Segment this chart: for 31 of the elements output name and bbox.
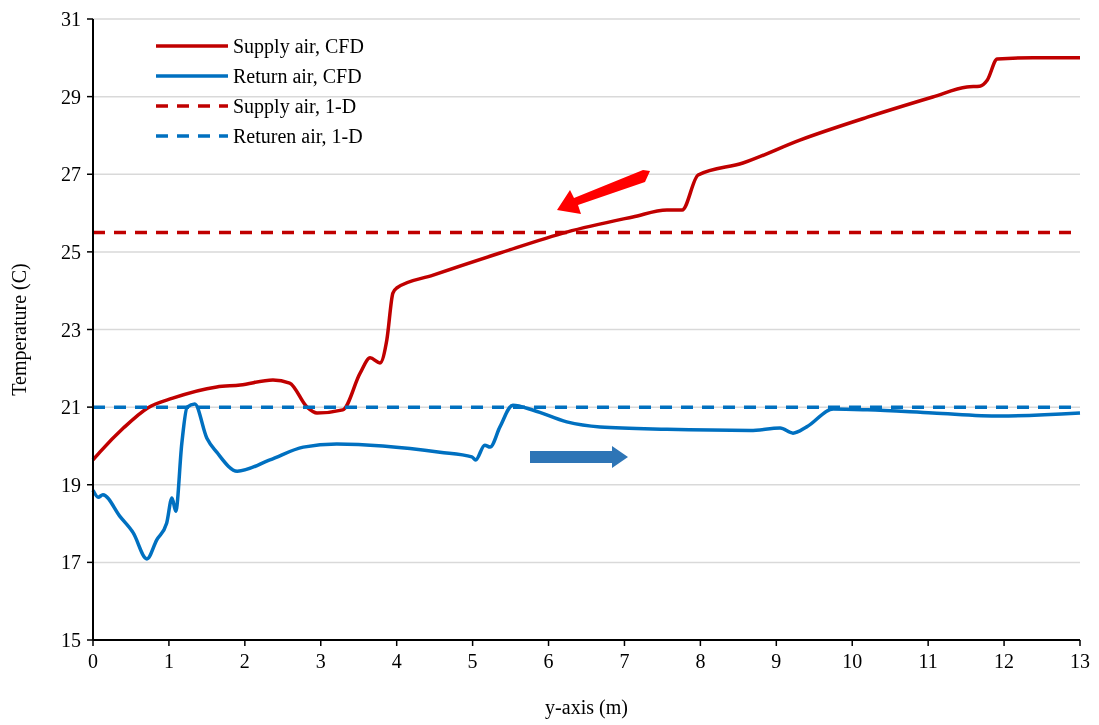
x-tick-label: 8 <box>695 650 706 672</box>
legend-label: Returen air, 1-D <box>233 125 363 147</box>
y-tick-label: 29 <box>61 85 81 108</box>
y-tick-label: 19 <box>61 473 81 496</box>
x-tick-label: 0 <box>88 650 98 672</box>
x-axis-title: y-axis (m) <box>545 696 628 719</box>
x-tick-label: 6 <box>543 650 554 672</box>
x-tick-label: 13 <box>1070 650 1090 672</box>
y-tick-label: 31 <box>61 8 81 30</box>
legend-label: Return air, CFD <box>233 65 362 87</box>
line-series <box>91 402 1082 561</box>
x-tick-label: 2 <box>239 650 250 672</box>
y-tick-label: 17 <box>61 551 81 574</box>
x-tick-label: 9 <box>771 650 782 672</box>
y-axis-title: Temperature (C) <box>8 263 31 396</box>
y-tick-label: 27 <box>61 163 81 186</box>
y-tick-label: 25 <box>61 240 81 263</box>
x-tick-label: 3 <box>315 650 326 672</box>
legend-label: Supply air, 1-D <box>233 95 357 118</box>
x-tick-label: 5 <box>467 650 478 672</box>
x-tick-label: 4 <box>391 650 402 672</box>
x-tick-label: 10 <box>842 650 863 672</box>
x-tick-label: 12 <box>994 650 1015 672</box>
y-tick-label: 23 <box>61 318 81 341</box>
x-tick-label: 11 <box>918 650 938 672</box>
x-tick-label: 1 <box>163 650 174 672</box>
line-series <box>91 56 1082 462</box>
y-tick-label: 15 <box>61 629 81 651</box>
y-tick-label: 21 <box>61 396 81 419</box>
x-tick-label: 7 <box>619 650 630 672</box>
legend-label: Supply air, CFD <box>233 35 364 58</box>
